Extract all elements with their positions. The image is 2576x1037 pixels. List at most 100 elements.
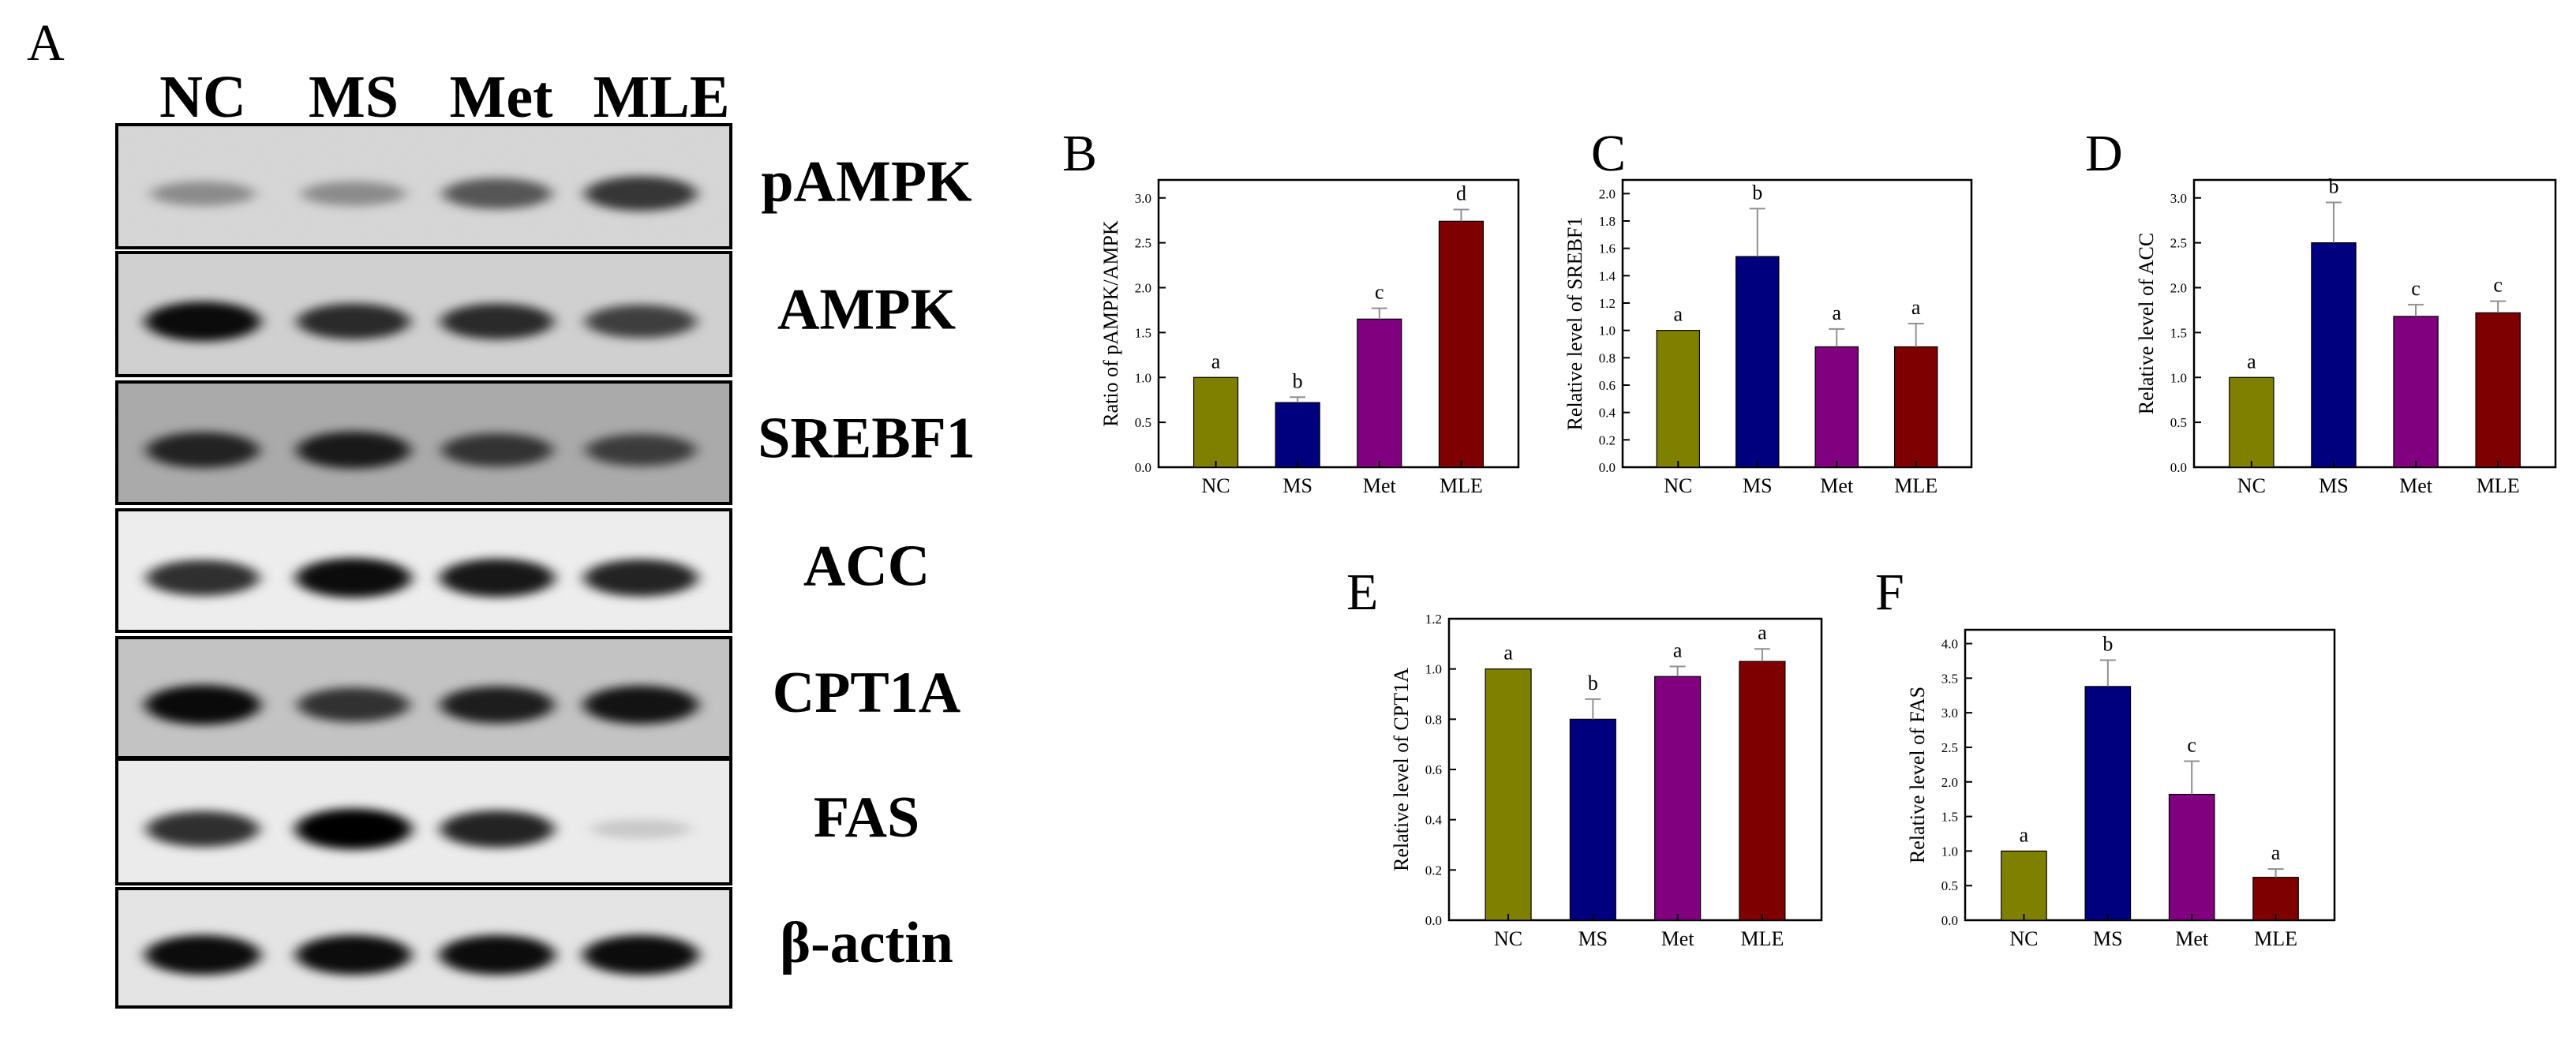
y-axis-label: Relative level of SREBF1 bbox=[1563, 217, 1586, 431]
y-tick-label: 0.5 bbox=[2170, 415, 2187, 430]
bar-met bbox=[1814, 346, 1859, 468]
y-tick-label: 0.0 bbox=[1941, 913, 1958, 928]
x-tick-label-mle: MLE bbox=[2254, 927, 2297, 950]
blot-band-ms bbox=[295, 934, 412, 975]
significance-label-mle: c bbox=[2493, 274, 2503, 297]
x-tick-label-nc: NC bbox=[1201, 474, 1230, 497]
bar-nc bbox=[2229, 376, 2275, 468]
x-tick-label-met: Met bbox=[1820, 474, 1854, 497]
significance-label-met: c bbox=[2411, 277, 2421, 300]
x-tick-label-ms: MS bbox=[1282, 474, 1312, 497]
y-tick-label: 2.5 bbox=[1941, 740, 1958, 755]
blot-strip-6 bbox=[115, 887, 732, 1009]
blot-band-nc bbox=[146, 811, 260, 848]
protein-label-4: CPT1A bbox=[773, 661, 960, 725]
blot-strip-1 bbox=[115, 251, 732, 377]
blot-strip-3 bbox=[115, 508, 732, 633]
y-tick-label: 0.2 bbox=[1425, 863, 1442, 878]
y-tick-label: 0.0 bbox=[1425, 913, 1442, 928]
x-tick-label-ms: MS bbox=[1743, 474, 1773, 497]
y-tick-label: 0.2 bbox=[1599, 432, 1616, 447]
y-tick-label: 3.0 bbox=[2170, 191, 2187, 206]
y-tick-label: 0.8 bbox=[1599, 350, 1616, 365]
panel-letter-f: F bbox=[1875, 563, 1904, 621]
significance-label-ms: b bbox=[1293, 369, 1303, 392]
blot-band-mle bbox=[583, 559, 698, 597]
protein-label-3: ACC bbox=[803, 533, 930, 598]
y-tick-label: 0.0 bbox=[1135, 460, 1151, 475]
chart-panel-c: C 0.0 0.2 0.4 0.6 0.8 1.0 1.2 1.4 1.6 1.8 2.0 Relati… bbox=[1563, 125, 1973, 497]
panel-letter-b: B bbox=[1062, 125, 1097, 182]
blot-band-ms bbox=[297, 303, 410, 340]
x-tick-label-met: Met bbox=[2175, 927, 2209, 950]
lane-label-ms: MS bbox=[309, 64, 399, 130]
y-tick-label: 1.5 bbox=[1135, 325, 1151, 340]
y-tick-label: 0.0 bbox=[2170, 460, 2187, 475]
y-tick-label: 2.0 bbox=[2170, 281, 2187, 296]
lane-label-met: Met bbox=[450, 64, 553, 130]
bar-nc bbox=[2001, 850, 2047, 921]
blot-band-mle bbox=[586, 433, 696, 466]
significance-label-ms: b bbox=[1752, 181, 1762, 204]
y-tick-label: 0.5 bbox=[1941, 878, 1958, 893]
bar-ms bbox=[2084, 686, 2132, 921]
bar-charts: B 0.0 0.5 1.0 1.5 2.0 2.5 3.0 Ratio of pAMPK/AMP… bbox=[1062, 125, 2557, 950]
blot-border bbox=[115, 508, 732, 633]
panel-letter-c: C bbox=[1591, 125, 1626, 182]
blot-band-met bbox=[440, 303, 554, 340]
plot-frame bbox=[2192, 178, 2557, 469]
y-tick-label: 0.8 bbox=[1425, 712, 1442, 727]
blot-band-ms bbox=[296, 431, 411, 469]
significance-label-nc: a bbox=[1503, 642, 1513, 665]
protein-label-1: AMPK bbox=[777, 278, 956, 343]
protein-label-5: FAS bbox=[814, 785, 919, 850]
protein-labels: pAMPK AMPK SREBF1 ACC CPT1A FAS β-actin bbox=[758, 150, 975, 975]
significance-label-nc: a bbox=[2247, 350, 2256, 372]
blot-band-nc bbox=[144, 301, 261, 342]
x-tick-label-nc: NC bbox=[1494, 927, 1522, 950]
bar-nc bbox=[1193, 376, 1239, 468]
blot-strip-0 bbox=[115, 123, 732, 249]
blot-band-nc bbox=[144, 684, 261, 725]
y-tick-label: 0.5 bbox=[1135, 415, 1151, 430]
blot-band-mle bbox=[582, 934, 699, 975]
x-tick-label-met: Met bbox=[1363, 474, 1397, 497]
significance-label-met: a bbox=[1832, 301, 1841, 324]
y-axis-label: Relative level of ACC bbox=[2135, 233, 2158, 414]
lane-labels: NC MS Met MLE bbox=[159, 64, 729, 130]
y-tick-label: 4.0 bbox=[1941, 637, 1958, 652]
blot-band-ms bbox=[298, 687, 410, 723]
blot-band-ms bbox=[295, 808, 412, 850]
y-tick-label: 1.5 bbox=[1941, 810, 1958, 825]
bar-mle bbox=[1739, 661, 1786, 921]
blot-border bbox=[115, 380, 732, 505]
blot-band-nc bbox=[150, 181, 256, 206]
significance-label-mle: a bbox=[2271, 841, 2281, 864]
blot-band-met bbox=[441, 433, 553, 467]
y-tick-label: 2.5 bbox=[1135, 236, 1151, 251]
western-blot-panel: A NC MS Met MLE pAMPK AMPK SREBF1 ACC CPT1A FAS β… bbox=[27, 14, 975, 1009]
panel-letter-d: D bbox=[2085, 125, 2123, 182]
chart-panel-e: E 0.0 0.2 0.4 0.6 0.8 1.0 1.2 Relative level of … bbox=[1346, 563, 1823, 950]
blot-border bbox=[115, 887, 732, 1009]
significance-label-ms: b bbox=[1588, 672, 1598, 694]
blot-band-met bbox=[440, 558, 555, 597]
significance-label-met: c bbox=[2187, 733, 2196, 756]
bar-mle bbox=[1438, 220, 1485, 468]
bar-met bbox=[1357, 318, 1402, 468]
significance-label-nc: a bbox=[1211, 350, 1221, 372]
blot-band-met bbox=[440, 686, 555, 724]
y-tick-label: 1.0 bbox=[1599, 324, 1616, 339]
panel-letter-a: A bbox=[27, 14, 65, 72]
blot-band-mle bbox=[590, 819, 691, 839]
significance-label-nc: a bbox=[2020, 823, 2029, 846]
y-tick-label: 0.6 bbox=[1599, 378, 1616, 393]
blot-border bbox=[115, 758, 732, 885]
y-tick-label: 1.0 bbox=[1135, 370, 1151, 385]
x-tick-label-mle: MLE bbox=[1894, 474, 1938, 497]
x-tick-label-mle: MLE bbox=[1440, 474, 1483, 497]
significance-label-mle: d bbox=[1456, 182, 1466, 205]
x-tick-label-ms: MS bbox=[1578, 927, 1608, 950]
blot-border bbox=[115, 123, 732, 249]
